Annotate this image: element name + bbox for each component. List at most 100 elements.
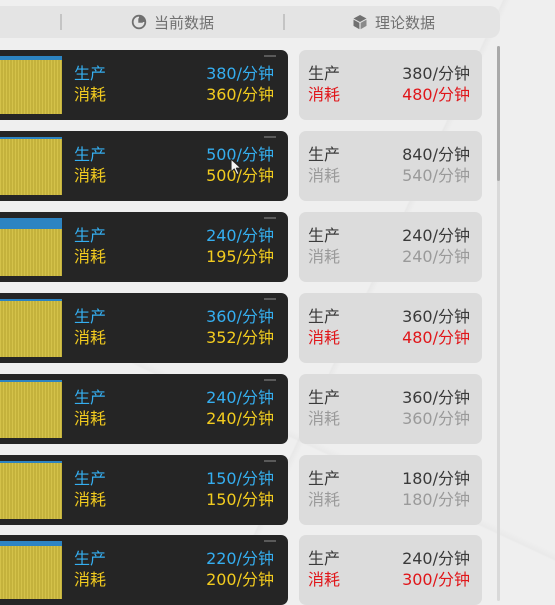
progress-bar (0, 461, 62, 519)
theory-data-header: 理论数据 (352, 6, 435, 38)
consume-label: 消耗 (74, 328, 107, 347)
theory-consume-label: 消耗 (308, 328, 341, 347)
theory-data-card[interactable]: 生产 840/分钟 消耗 540/分钟 (299, 131, 482, 201)
produce-label: 生产 (74, 388, 107, 407)
recipe-row: 生产 240/分钟 消耗 240/分钟 生产 360/分钟 消耗 360/分钟 (0, 374, 555, 444)
produce-value: 500/分钟 (206, 145, 274, 164)
theory-data-card[interactable]: 生产 360/分钟 消耗 480/分钟 (299, 293, 482, 363)
recipe-row: 生产 220/分钟 消耗 200/分钟 生产 240/分钟 消耗 300/分钟 (0, 535, 555, 605)
cube-icon (353, 15, 367, 30)
theory-produce-label: 生产 (308, 388, 341, 407)
theory-data-card[interactable]: 生产 360/分钟 消耗 360/分钟 (299, 374, 482, 444)
theory-data-card[interactable]: 生产 240/分钟 消耗 300/分钟 (299, 535, 482, 605)
produce-value: 240/分钟 (206, 388, 274, 407)
consume-value: 200/分钟 (206, 570, 274, 589)
consume-label: 消耗 (74, 490, 107, 509)
theory-produce-value: 180/分钟 (402, 469, 470, 488)
progress-bar-fill (0, 299, 62, 301)
current-data-header: 当前数据 (131, 6, 214, 38)
card-grip-handle (264, 136, 276, 138)
progress-bar (0, 299, 62, 357)
produce-label: 生产 (74, 469, 107, 488)
current-data-label: 当前数据 (154, 13, 215, 32)
current-data-card[interactable]: 生产 240/分钟 消耗 240/分钟 (0, 374, 288, 444)
card-grip-handle (264, 460, 276, 462)
theory-consume-label: 消耗 (308, 166, 341, 185)
theory-produce-label: 生产 (308, 145, 341, 164)
theory-consume-value: 360/分钟 (402, 409, 470, 428)
scrollbar-track[interactable] (497, 46, 500, 601)
current-data-card[interactable]: 生产 220/分钟 消耗 200/分钟 (0, 535, 288, 605)
theory-consume-label: 消耗 (308, 490, 341, 509)
progress-bar-fill (0, 137, 62, 139)
consume-value: 150/分钟 (206, 490, 274, 509)
produce-label: 生产 (74, 226, 107, 245)
consume-value: 195/分钟 (206, 247, 274, 266)
recipe-row: 生产 360/分钟 消耗 352/分钟 生产 360/分钟 消耗 480/分钟 (0, 293, 555, 363)
current-data-card[interactable]: 生产 240/分钟 消耗 195/分钟 (0, 212, 288, 282)
consume-value: 352/分钟 (206, 328, 274, 347)
consume-value: 500/分钟 (206, 166, 274, 185)
produce-label: 生产 (74, 64, 107, 83)
theory-consume-value: 180/分钟 (402, 490, 470, 509)
current-data-card[interactable]: 生产 500/分钟 消耗 500/分钟 (0, 131, 288, 201)
theory-produce-label: 生产 (308, 469, 341, 488)
current-data-card[interactable]: 生产 150/分钟 消耗 150/分钟 (0, 455, 288, 525)
produce-value: 380/分钟 (206, 64, 274, 83)
theory-data-card[interactable]: 生产 380/分钟 消耗 480/分钟 (299, 50, 482, 120)
theory-produce-label: 生产 (308, 64, 341, 83)
produce-label: 生产 (74, 307, 107, 326)
progress-bar (0, 541, 62, 599)
produce-value: 240/分钟 (206, 226, 274, 245)
consume-label: 消耗 (74, 247, 107, 266)
theory-consume-value: 540/分钟 (402, 166, 470, 185)
recipe-row: 生产 150/分钟 消耗 150/分钟 生产 180/分钟 消耗 180/分钟 (0, 455, 555, 525)
theory-consume-value: 300/分钟 (402, 570, 470, 589)
theory-data-card[interactable]: 生产 240/分钟 消耗 240/分钟 (299, 212, 482, 282)
card-grip-handle (264, 217, 276, 219)
scrollbar-thumb[interactable] (497, 46, 500, 181)
theory-produce-value: 360/分钟 (402, 307, 470, 326)
progress-bar (0, 380, 62, 438)
theory-produce-label: 生产 (308, 226, 341, 245)
theory-consume-label: 消耗 (308, 409, 341, 428)
produce-value: 220/分钟 (206, 549, 274, 568)
current-data-card[interactable]: 生产 360/分钟 消耗 352/分钟 (0, 293, 288, 363)
produce-label: 生产 (74, 549, 107, 568)
progress-bar (0, 137, 62, 195)
theory-produce-value: 240/分钟 (402, 226, 470, 245)
consume-value: 360/分钟 (206, 85, 274, 104)
progress-bar-fill (0, 218, 62, 229)
theory-produce-value: 360/分钟 (402, 388, 470, 407)
theory-produce-value: 240/分钟 (402, 549, 470, 568)
card-grip-handle (264, 298, 276, 300)
current-data-card[interactable]: 生产 380/分钟 消耗 360/分钟 (0, 50, 288, 120)
theory-produce-value: 840/分钟 (402, 145, 470, 164)
card-grip-handle (264, 379, 276, 381)
theory-data-card[interactable]: 生产 180/分钟 消耗 180/分钟 (299, 455, 482, 525)
theory-consume-value: 480/分钟 (402, 85, 470, 104)
produce-value: 360/分钟 (206, 307, 274, 326)
pie-chart-icon (131, 14, 147, 30)
header-divider-right (283, 14, 285, 30)
column-header: 当前数据 理论数据 (0, 6, 500, 38)
theory-data-label: 理论数据 (375, 13, 436, 32)
recipe-row: 生产 380/分钟 消耗 360/分钟 生产 380/分钟 消耗 480/分钟 (0, 50, 555, 120)
progress-bar-fill (0, 380, 62, 382)
progress-bar-fill (0, 56, 62, 60)
consume-label: 消耗 (74, 570, 107, 589)
produce-value: 150/分钟 (206, 469, 274, 488)
progress-bar (0, 56, 62, 114)
card-grip-handle (264, 540, 276, 542)
theory-consume-value: 480/分钟 (402, 328, 470, 347)
header-divider-left (60, 14, 62, 30)
theory-produce-value: 380/分钟 (402, 64, 470, 83)
theory-consume-label: 消耗 (308, 247, 341, 266)
mouse-cursor-icon (230, 158, 242, 176)
consume-label: 消耗 (74, 166, 107, 185)
recipe-row: 生产 240/分钟 消耗 195/分钟 生产 240/分钟 消耗 240/分钟 (0, 212, 555, 282)
card-grip-handle (264, 55, 276, 57)
progress-bar-fill (0, 461, 62, 463)
theory-consume-label: 消耗 (308, 85, 341, 104)
progress-bar-fill (0, 541, 62, 546)
